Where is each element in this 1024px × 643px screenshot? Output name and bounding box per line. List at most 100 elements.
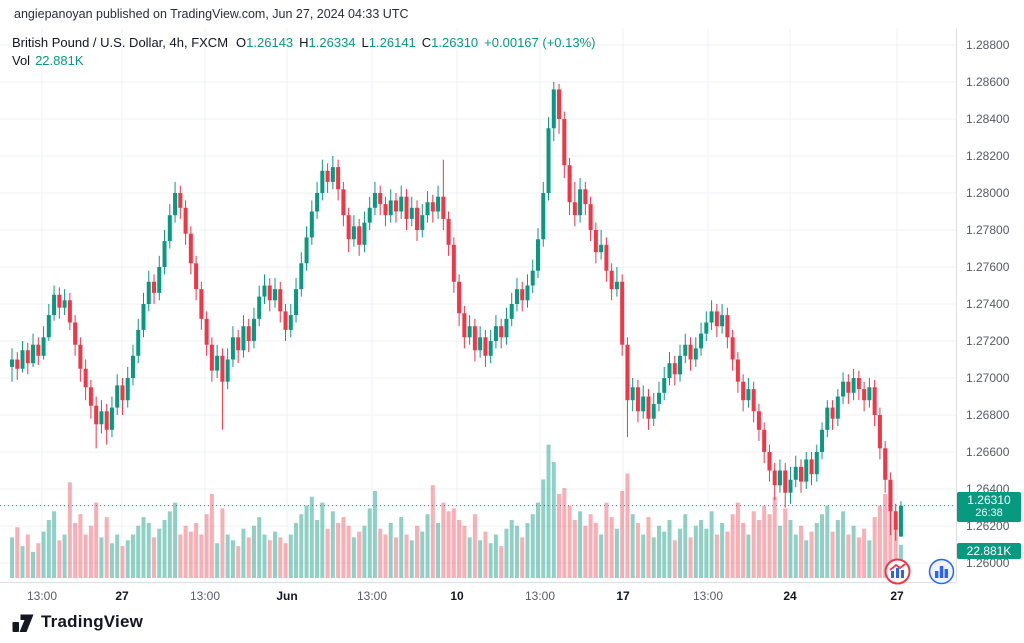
volume-bar — [472, 514, 477, 578]
volume-bar — [541, 479, 546, 578]
candle-body — [336, 167, 341, 190]
volume-bar — [746, 534, 751, 578]
volume-bar — [788, 520, 793, 578]
volume-bar — [714, 534, 719, 578]
price-axis[interactable]: 1.28800 1.28600 1.28400 1.28200 1.28000 1.278… — [956, 28, 1024, 582]
candle-body — [173, 193, 178, 216]
volume-bar — [36, 543, 41, 578]
chart-increasing-emoji-icon — [884, 558, 911, 585]
volume-bar — [741, 522, 746, 578]
volume-bar — [357, 531, 362, 578]
volume-bar — [31, 551, 36, 578]
candle-body — [436, 196, 441, 212]
volume-bar — [420, 531, 425, 578]
candle-body — [120, 385, 125, 401]
volume-bar — [693, 525, 698, 578]
candle-body — [783, 470, 788, 493]
volume-bar — [725, 531, 730, 578]
volume-bar — [662, 531, 667, 578]
volume-bar — [835, 520, 840, 578]
candle-body — [593, 230, 598, 253]
volume-bar — [162, 520, 167, 578]
volume-bar — [457, 520, 462, 578]
candle-body — [273, 289, 277, 301]
candle-body — [635, 387, 640, 412]
candle-body — [814, 452, 819, 475]
volume-bar — [136, 525, 141, 578]
candle-body — [741, 381, 746, 401]
candle-body — [462, 313, 467, 338]
volume-bar — [536, 502, 540, 578]
volume-bar — [209, 493, 214, 578]
candle-body — [630, 387, 635, 401]
symbol-title[interactable]: British Pound / U.S. Dollar, 4h, FXCM — [12, 35, 229, 50]
tradingview-logo[interactable]: TradingView — [12, 611, 143, 633]
volume-bar — [304, 505, 309, 578]
volume-bar — [593, 522, 598, 578]
volume-bar — [678, 528, 683, 578]
candle-body — [835, 396, 840, 419]
candle-body — [883, 448, 888, 480]
candle-body — [404, 196, 409, 219]
volume-axis-badge: 22.881K — [957, 543, 1021, 559]
candle-body — [257, 296, 262, 319]
volume-bar — [320, 502, 325, 578]
candle-body — [325, 170, 330, 182]
candle-body — [367, 207, 372, 223]
candle-body — [383, 204, 388, 216]
volume-bar — [793, 534, 798, 578]
volume-bar — [772, 496, 777, 578]
time-axis-label: 17 — [616, 589, 630, 603]
candle-body — [609, 270, 614, 290]
volume-bar — [820, 514, 825, 578]
volume-bar — [509, 520, 514, 578]
volume-bar — [372, 491, 377, 578]
candle-body — [714, 311, 719, 327]
time-axis[interactable]: 13:00 27 13:00 Jun 13:00 10 13:00 17 13:00 24 27 — [0, 582, 956, 609]
volume-bar — [120, 546, 125, 578]
candle-body — [441, 196, 446, 219]
volume-bar — [351, 537, 356, 578]
volume-bar — [215, 543, 220, 578]
high-value: 1.26334 — [308, 35, 356, 50]
candle-body — [514, 289, 519, 304]
volume-bar — [514, 525, 519, 578]
chart-canvas[interactable] — [0, 28, 956, 582]
candle-body — [230, 337, 235, 360]
candle-body — [751, 389, 756, 412]
volume-bar — [451, 508, 456, 578]
candle-body — [893, 511, 898, 530]
volume-bar — [856, 537, 861, 578]
candle-body — [746, 389, 751, 401]
price-axis-label: 1.28600 — [966, 75, 1010, 89]
volume-bar — [273, 531, 277, 578]
attribution-line: angiepanoyan published on TradingView.co… — [14, 7, 409, 21]
volume-bar — [446, 511, 451, 578]
candle-body — [62, 300, 67, 308]
volume-bar — [578, 511, 583, 578]
volume-bar — [877, 505, 882, 578]
volume-bar — [109, 543, 114, 578]
time-axis-label: 27 — [890, 589, 904, 603]
volume-bar — [204, 514, 209, 578]
time-axis-label: 13:00 — [189, 589, 221, 603]
candle-body — [578, 189, 583, 216]
volume-bar — [230, 540, 235, 578]
candle-body — [457, 281, 462, 314]
volume-bar — [846, 534, 851, 578]
volume-bar — [46, 520, 51, 578]
candle-body — [420, 215, 425, 230]
volume-bar — [415, 525, 420, 578]
volume-bar — [309, 496, 314, 578]
volume-bar — [362, 525, 367, 578]
candle-body — [541, 193, 546, 240]
volume-bar — [867, 540, 872, 578]
volume-bar — [841, 511, 846, 578]
candle-body — [888, 479, 893, 512]
volume-bar — [572, 520, 577, 578]
volume-bar — [520, 537, 525, 578]
volume-bar — [830, 531, 835, 578]
candle-body — [799, 466, 803, 482]
volume-bar — [10, 537, 14, 578]
volume-bar — [462, 525, 467, 578]
